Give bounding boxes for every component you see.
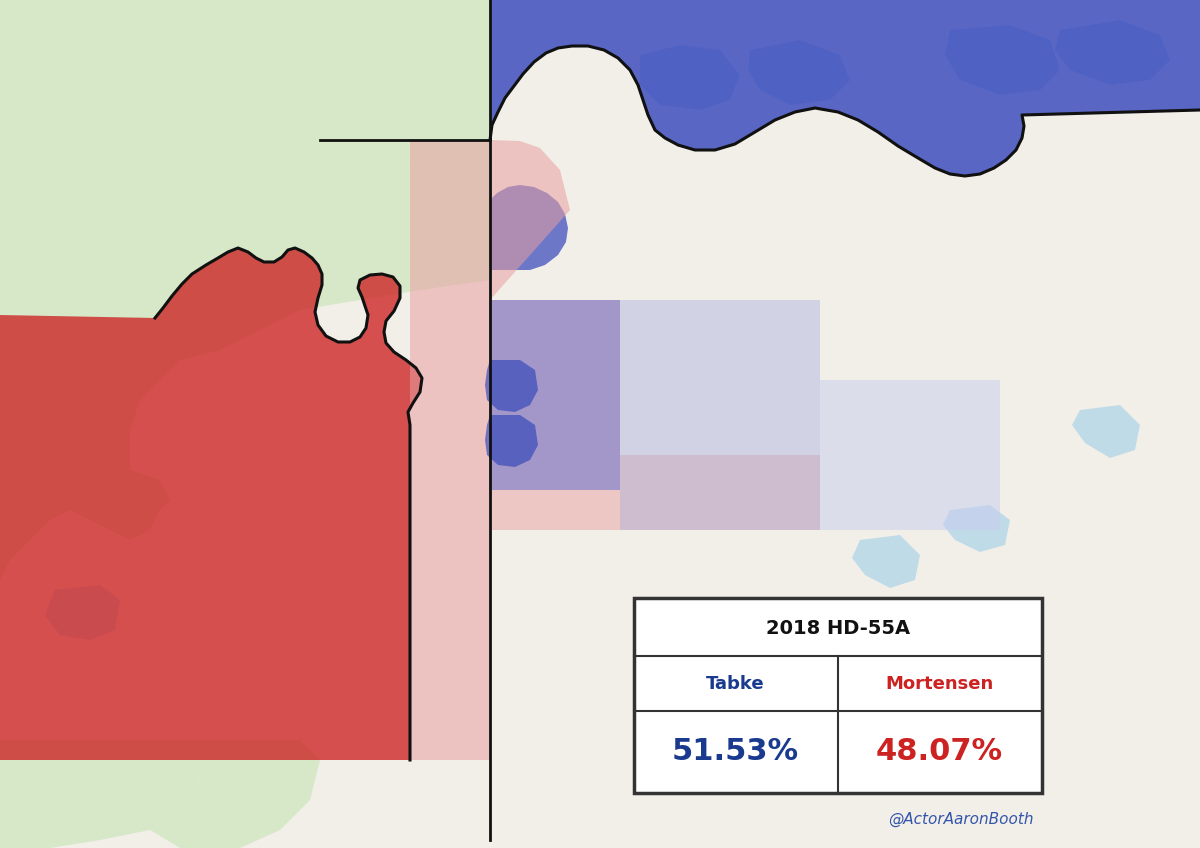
Polygon shape [485, 360, 538, 412]
Polygon shape [0, 140, 490, 580]
Polygon shape [1072, 405, 1140, 458]
Polygon shape [150, 740, 320, 848]
Polygon shape [410, 140, 490, 760]
Polygon shape [852, 535, 920, 588]
Text: Tabke: Tabke [707, 675, 764, 693]
Polygon shape [490, 270, 620, 490]
Polygon shape [820, 380, 1000, 530]
FancyBboxPatch shape [634, 598, 1042, 793]
Polygon shape [490, 140, 568, 270]
Polygon shape [490, 140, 570, 300]
Text: Mortensen: Mortensen [886, 675, 994, 693]
Polygon shape [46, 585, 120, 640]
Polygon shape [0, 740, 200, 848]
Polygon shape [946, 25, 1060, 95]
Polygon shape [1055, 20, 1170, 85]
Polygon shape [0, 248, 422, 760]
Text: 51.53%: 51.53% [672, 738, 799, 767]
Text: @ActorAaronBooth: @ActorAaronBooth [888, 812, 1033, 827]
Text: 2018 HD-55A: 2018 HD-55A [766, 618, 910, 638]
Text: 48.07%: 48.07% [876, 738, 1003, 767]
Polygon shape [620, 300, 820, 530]
Polygon shape [710, 635, 785, 690]
Polygon shape [812, 615, 880, 668]
Polygon shape [490, 0, 1200, 176]
Polygon shape [0, 0, 490, 320]
Polygon shape [490, 300, 820, 530]
Polygon shape [485, 415, 538, 467]
Polygon shape [640, 45, 740, 110]
Polygon shape [943, 505, 1010, 552]
Polygon shape [748, 40, 850, 105]
